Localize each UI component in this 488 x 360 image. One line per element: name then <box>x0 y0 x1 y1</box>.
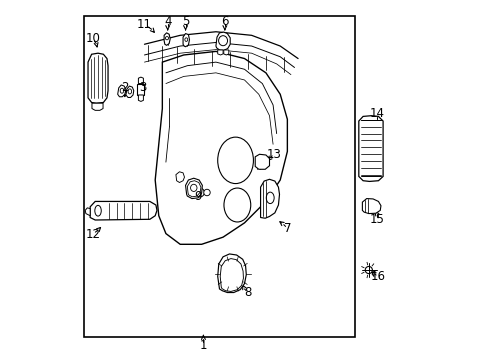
Ellipse shape <box>195 188 204 197</box>
Ellipse shape <box>224 188 250 222</box>
Polygon shape <box>260 179 279 218</box>
Text: 9: 9 <box>194 190 202 203</box>
Text: 11: 11 <box>137 18 152 31</box>
Ellipse shape <box>217 137 253 184</box>
Text: 7: 7 <box>283 222 290 235</box>
Text: 1: 1 <box>199 338 207 351</box>
Polygon shape <box>255 154 269 169</box>
Text: 6: 6 <box>221 14 228 27</box>
Polygon shape <box>85 208 90 216</box>
Text: 15: 15 <box>368 213 384 226</box>
Polygon shape <box>216 32 230 50</box>
Ellipse shape <box>95 205 101 216</box>
Polygon shape <box>155 51 287 244</box>
Text: 14: 14 <box>368 107 384 120</box>
Bar <box>83 16 354 337</box>
Polygon shape <box>164 33 170 45</box>
Polygon shape <box>90 202 157 220</box>
Polygon shape <box>92 103 103 111</box>
Polygon shape <box>118 85 125 97</box>
Polygon shape <box>88 53 108 103</box>
Polygon shape <box>187 181 201 197</box>
Polygon shape <box>217 254 246 293</box>
Text: 13: 13 <box>266 148 281 161</box>
Polygon shape <box>183 33 189 47</box>
Polygon shape <box>125 86 134 98</box>
Polygon shape <box>362 199 380 213</box>
Text: 16: 16 <box>370 270 385 283</box>
Polygon shape <box>176 172 184 183</box>
Polygon shape <box>138 95 143 102</box>
Polygon shape <box>224 50 228 55</box>
Text: 5: 5 <box>182 14 189 27</box>
Polygon shape <box>358 116 382 181</box>
Polygon shape <box>217 50 223 55</box>
Text: 8: 8 <box>244 286 251 299</box>
Polygon shape <box>137 84 144 95</box>
Polygon shape <box>220 258 243 292</box>
Text: 2: 2 <box>121 81 128 94</box>
Ellipse shape <box>365 266 372 274</box>
Ellipse shape <box>203 189 210 196</box>
Text: 10: 10 <box>85 32 100 45</box>
Text: 4: 4 <box>163 14 171 27</box>
Polygon shape <box>138 77 143 84</box>
Text: 3: 3 <box>139 81 146 94</box>
Polygon shape <box>185 178 202 199</box>
Text: 12: 12 <box>85 228 100 241</box>
